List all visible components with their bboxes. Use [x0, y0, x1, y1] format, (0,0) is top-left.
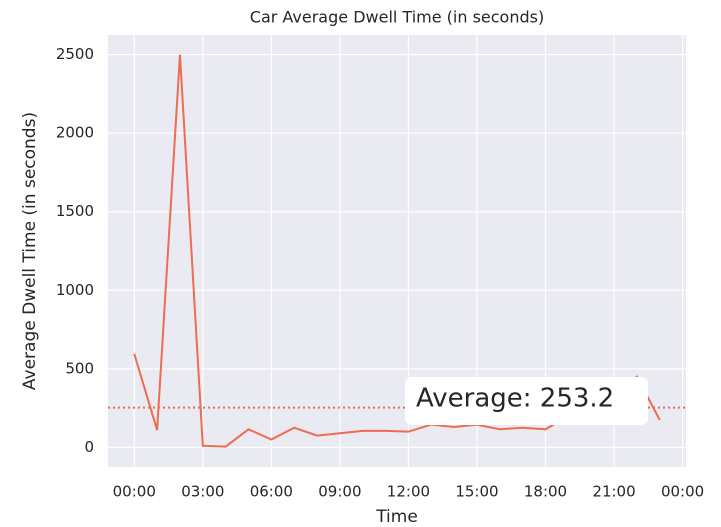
x-tick-label: 06:00	[250, 483, 293, 501]
y-tick-label: 1500	[56, 202, 94, 220]
x-tick-label: 09:00	[318, 483, 361, 501]
y-tick-label: 1000	[56, 281, 94, 299]
chart-title: Car Average Dwell Time (in seconds)	[250, 8, 544, 27]
y-tick-label: 2000	[56, 124, 94, 142]
x-tick-label: 03:00	[181, 483, 224, 501]
y-axis-label: Average Dwell Time (in seconds)	[20, 112, 40, 390]
x-tick-label: 00:00	[113, 483, 156, 501]
x-tick-label: 21:00	[592, 483, 635, 501]
annotation-box	[405, 377, 648, 425]
x-tick-label: 18:00	[524, 483, 567, 501]
annotation: Average: 253.2	[416, 384, 614, 414]
y-tick-label: 2500	[56, 45, 94, 63]
y-tick-label: 500	[65, 359, 94, 377]
x-axis-label: Time	[375, 507, 418, 527]
x-tick-label: 12:00	[387, 483, 430, 501]
x-tick-label: 00:00	[661, 483, 704, 501]
y-tick-label: 0	[84, 438, 94, 456]
x-tick-label: 15:00	[455, 483, 498, 501]
